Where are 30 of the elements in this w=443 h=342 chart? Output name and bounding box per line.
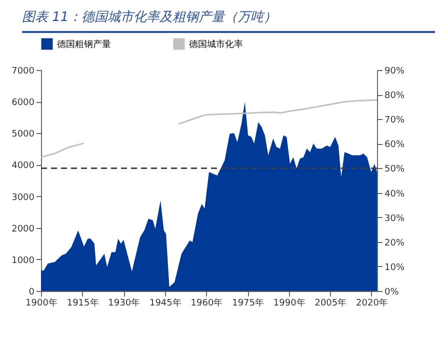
y-tick-label: 2000	[12, 224, 35, 234]
x-tick-label: 1990年	[273, 298, 306, 308]
y-tick-label: 0	[28, 288, 35, 298]
x-tick-label: 1945年	[149, 298, 182, 308]
y-tick-label: 5000	[12, 130, 35, 140]
y2-tick-label: 60%	[384, 140, 405, 150]
x-tick-label: 2005年	[314, 298, 347, 308]
legend-label: 德国城市化率	[189, 39, 243, 50]
y-tick-label: 4000	[12, 161, 35, 172]
x-tick-label: 1930年	[108, 298, 140, 308]
y2-tick-label: 20%	[384, 238, 405, 248]
y2-tick-label: 90%	[384, 66, 405, 76]
y2-tick-label: 70%	[384, 116, 405, 126]
x-tick-label: 2020年	[356, 298, 388, 308]
y2-tick-label: 0%	[384, 288, 400, 298]
y-tick-label: 7000	[12, 66, 35, 76]
legend-label: 德国粗钢产量	[57, 39, 111, 50]
y-tick-label: 6000	[12, 98, 35, 108]
y2-tick-label: 30%	[384, 214, 405, 224]
y-tick-label: 1000	[12, 256, 35, 266]
y2-tick-label: 80%	[384, 91, 405, 102]
y2-tick-label: 10%	[384, 262, 405, 273]
y2-tick-label: 50%	[384, 164, 405, 175]
x-tick-label: 1915年	[66, 298, 99, 308]
x-tick-label: 1975年	[232, 298, 264, 308]
x-tick-label: 1960年	[190, 298, 223, 308]
x-tick-label: 1900年	[26, 298, 58, 308]
chart-title: 图表 11：德国城市化率及粗钢产量（万吨）	[22, 8, 435, 33]
y-tick-label: 3000	[12, 192, 35, 203]
y2-tick-label: 40%	[384, 189, 405, 200]
